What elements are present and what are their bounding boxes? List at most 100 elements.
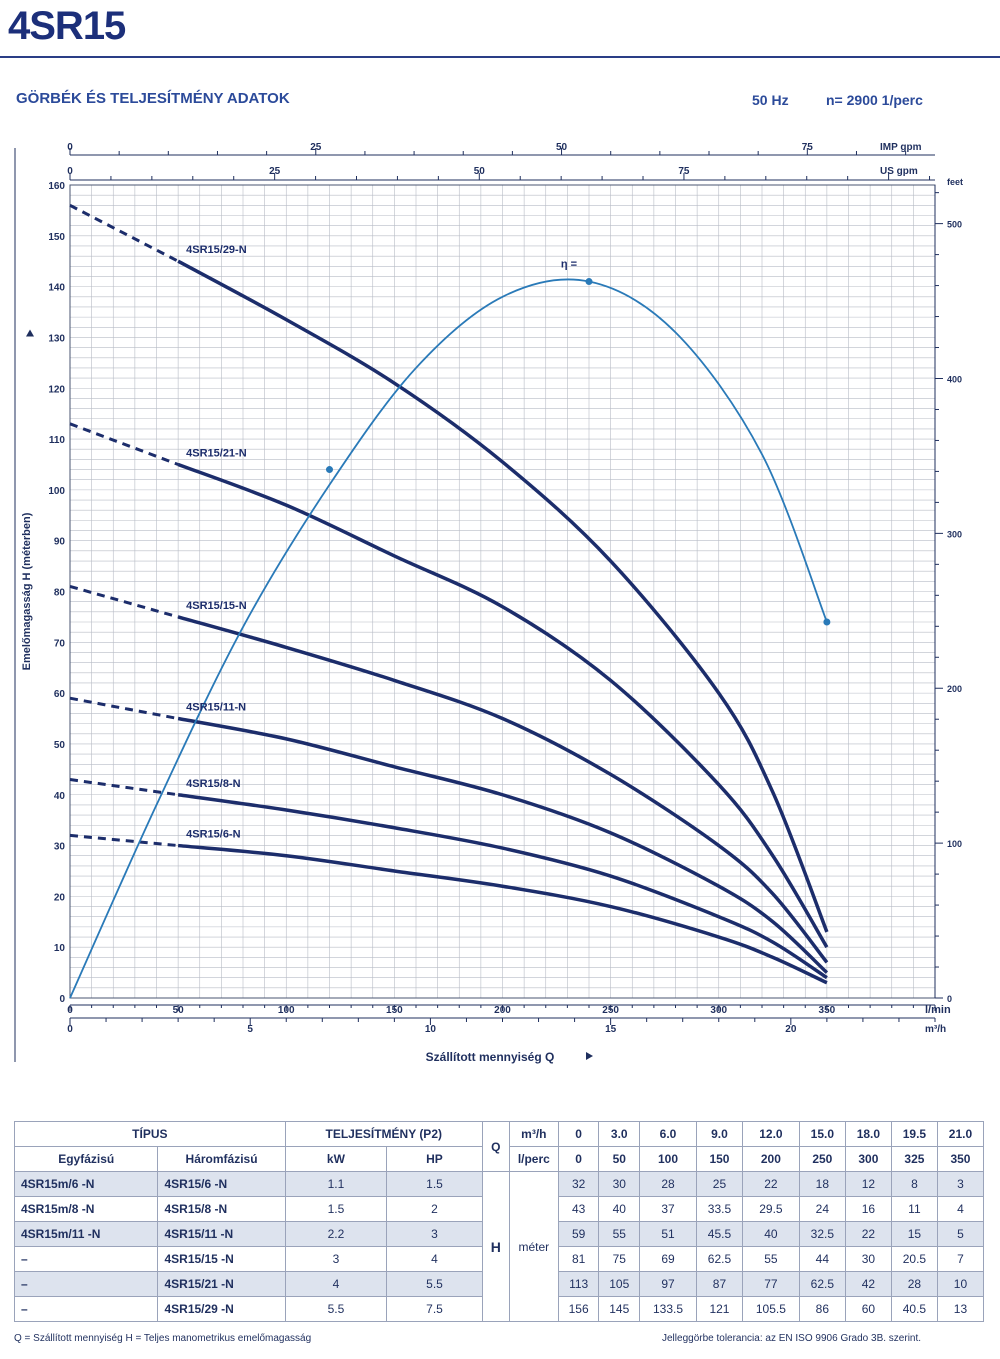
y-tick-label: 20 — [54, 892, 66, 903]
head-value: 40.5 — [890, 1296, 938, 1322]
single-phase-model: 4SR15m/6 -N — [13, 1171, 159, 1197]
y-axis-label: Emelőmagasság H (méterben) — [21, 512, 33, 670]
us-tick-label: 0 — [67, 166, 73, 177]
head-value: 33.5 — [695, 1196, 743, 1222]
pump-curve — [177, 615, 829, 964]
efficiency-label: η = — [561, 259, 577, 271]
single-phase-model: – — [13, 1246, 159, 1272]
pump-curve-label: 4SR15/21-N — [186, 447, 247, 459]
single-phase-model: – — [13, 1296, 159, 1322]
us-tick-label: 50 — [474, 166, 486, 177]
head-value: 62.5 — [695, 1246, 743, 1272]
head-value: 59 — [557, 1221, 600, 1247]
table-row: 4SR15m/8 -N 4SR15/8 -N 1.5 2 43 40 37 33.5 29.5 2… — [13, 1196, 985, 1222]
head-value: 32.5 — [798, 1221, 846, 1247]
head-value: 37 — [639, 1196, 697, 1222]
m3h-header: m³/h — [508, 1121, 559, 1147]
y-tick-label: 100 — [48, 486, 65, 497]
lmin-tick-label: 200 — [494, 1005, 511, 1016]
hp-value: 4 — [386, 1246, 483, 1272]
lperc-value: 200 — [741, 1146, 800, 1172]
head-value: 11 — [890, 1196, 938, 1222]
m3h-value: 12.0 — [741, 1121, 800, 1147]
head-value: 24 — [798, 1196, 846, 1222]
lperc-value: 350 — [936, 1146, 985, 1172]
table-row: 4SR15m/11 -N 4SR15/11 -N 2.2 3 59 55 51 45.5 40 3… — [13, 1221, 985, 1247]
x-axis-arrow — [586, 1052, 593, 1060]
lmin-tick-label: 350 — [819, 1005, 836, 1016]
y-tick-label: 160 — [48, 181, 65, 192]
pump-curve-dashed — [69, 778, 179, 797]
head-value: 69 — [639, 1246, 697, 1272]
y-tick-label: 0 — [59, 994, 65, 1005]
head-value: 20.5 — [890, 1246, 938, 1272]
pump-curve-label: 4SR15/11-N — [186, 702, 246, 714]
m3h-value: 21.0 — [936, 1121, 985, 1147]
head-value: 60 — [844, 1296, 892, 1322]
three-phase-model: 4SR15/29 -N — [157, 1296, 286, 1322]
lmin-tick-label: 150 — [386, 1005, 403, 1016]
imp-tick-label: 50 — [556, 142, 568, 153]
y-tick-label: 80 — [54, 588, 66, 599]
lperc-value: 325 — [890, 1146, 938, 1172]
y-tick-label: 90 — [54, 537, 66, 548]
efficiency-point — [823, 618, 831, 626]
kw-value: 1.1 — [284, 1171, 388, 1197]
title-rule — [0, 56, 1000, 58]
hp-value: 7.5 — [386, 1296, 483, 1322]
us-unit-label: US gpm — [880, 166, 918, 177]
head-value: 15 — [890, 1221, 938, 1247]
head-value: 8 — [890, 1171, 938, 1197]
head-value: 113 — [557, 1271, 600, 1297]
head-value: 32 — [557, 1171, 600, 1197]
m3h-value: 6.0 — [639, 1121, 697, 1147]
footer-tolerance: Jelleggörbe tolerancia: az EN ISO 9906 G… — [662, 1333, 922, 1344]
kw-value: 4 — [284, 1271, 388, 1297]
head-value: 75 — [598, 1246, 641, 1272]
lperc-value: 50 — [598, 1146, 641, 1172]
pump-curve — [177, 716, 829, 974]
pump-curve — [177, 259, 829, 933]
table-row: Egyfázisú Háromfázisú kW HP l/perc 0 50 100 150 2… — [13, 1146, 985, 1172]
y-tick-label: 120 — [48, 384, 65, 395]
lperc-value: 300 — [844, 1146, 892, 1172]
right-tick-label: 200 — [947, 684, 962, 694]
three-phase-model: 4SR15/21 -N — [157, 1271, 286, 1297]
y-tick-label: 130 — [48, 333, 65, 344]
y-tick-label: 40 — [54, 791, 66, 802]
head-value: 28 — [639, 1171, 697, 1197]
lperc-value: 250 — [798, 1146, 846, 1172]
three-phase-model: 4SR15/11 -N — [157, 1221, 286, 1247]
x-axis-label: Szállított mennyiség Q — [426, 1050, 555, 1064]
meter-header: méter — [508, 1171, 559, 1322]
three-phase-model: 4SR15/8 -N — [157, 1196, 286, 1222]
efficiency-point — [326, 466, 333, 474]
right-axis-unit: feet — [947, 177, 963, 187]
head-value: 42 — [844, 1271, 892, 1297]
y-tick-label: 50 — [54, 740, 66, 751]
head-value: 30 — [844, 1246, 892, 1272]
kw-value: 3 — [284, 1246, 388, 1272]
head-value: 30 — [598, 1171, 641, 1197]
performance-chart: 0102030405060708090100110120130140150160… — [14, 142, 963, 1064]
single-phase-model: 4SR15m/11 -N — [13, 1221, 159, 1247]
chart-axes: 0102030405060708090100110120130140150160… — [14, 142, 963, 1064]
type-header: TÍPUS — [14, 1121, 286, 1147]
head-value: 28 — [890, 1271, 938, 1297]
m3h-tick-label: 10 — [425, 1024, 437, 1035]
right-tick-label: 500 — [947, 220, 962, 230]
us-tick-label: 75 — [678, 166, 690, 177]
head-value: 55 — [741, 1246, 800, 1272]
m3h-value: 9.0 — [695, 1121, 743, 1147]
head-value: 121 — [695, 1296, 743, 1322]
head-value: 97 — [639, 1271, 697, 1297]
imp-tick-label: 0 — [67, 142, 73, 153]
kw-value: 2.2 — [284, 1221, 388, 1247]
chart-curves — [69, 203, 831, 999]
kw-header: kW — [284, 1146, 388, 1172]
head-value: 105.5 — [741, 1296, 800, 1322]
pump-curve-label: 4SR15/6-N — [186, 829, 240, 841]
head-value: 86 — [798, 1296, 846, 1322]
